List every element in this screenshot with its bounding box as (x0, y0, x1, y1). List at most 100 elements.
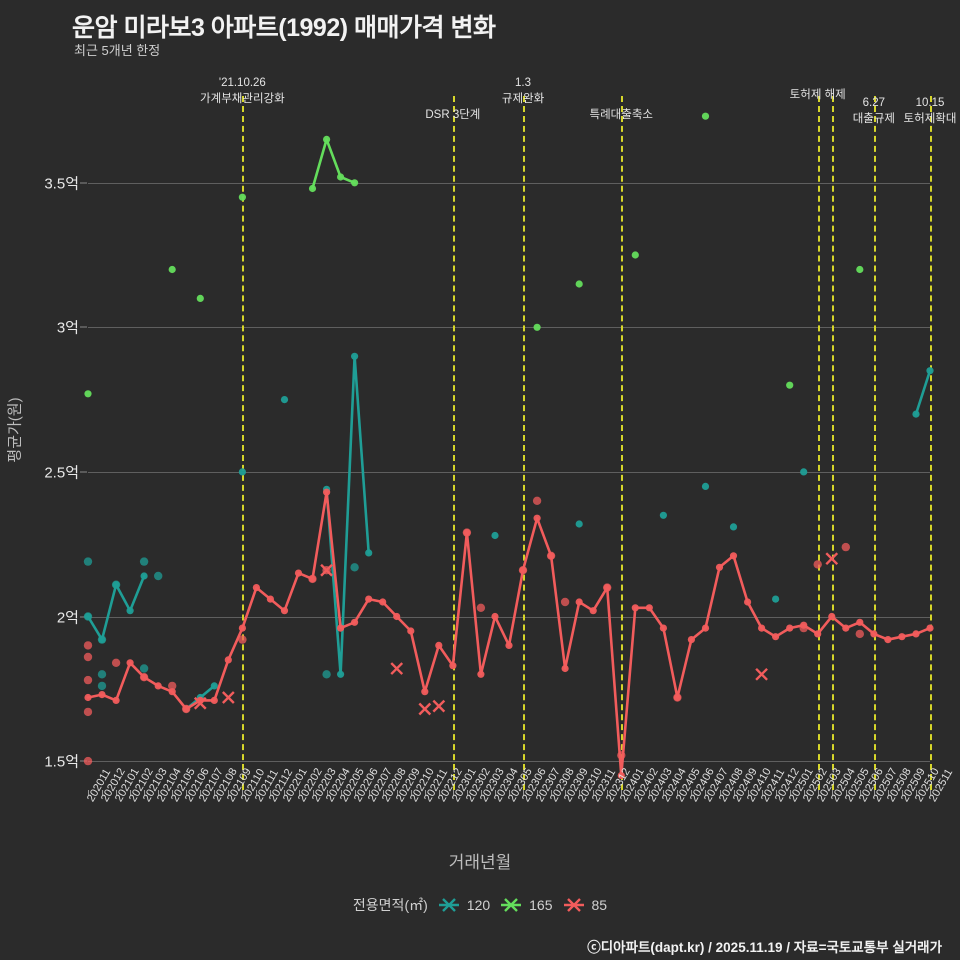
event-line (452, 96, 455, 790)
x-tick-mark (284, 790, 286, 795)
y-tick-mark (80, 471, 87, 473)
cancelled-trade-marker (193, 696, 207, 710)
y-tick-mark (80, 326, 87, 328)
x-tick-mark (803, 790, 805, 795)
x-tick-mark (424, 790, 426, 795)
data-point (701, 112, 710, 120)
data-point (589, 607, 597, 615)
y-tick-label: 2억 (56, 609, 79, 626)
data-point (898, 633, 906, 641)
data-point (772, 633, 780, 641)
data-point (687, 636, 696, 644)
x-tick-mark (705, 790, 707, 795)
scatter-point (532, 496, 542, 505)
data-point (84, 693, 92, 702)
event-line (873, 96, 876, 790)
data-point (407, 627, 415, 635)
x-tick-mark (719, 790, 721, 795)
x-tick-mark (144, 790, 146, 795)
x-tick-mark (691, 790, 693, 795)
x-tick-mark (102, 790, 104, 795)
x-tick-mark (438, 790, 440, 795)
legend-title: 전용면적(㎡) (352, 897, 428, 913)
y-tick-label: 2.5억 (44, 464, 79, 482)
cancelled-trade-marker (432, 699, 446, 713)
legend: 전용면적(㎡) 120 165 85 (0, 895, 960, 915)
x-tick-mark (130, 790, 132, 795)
x-tick-mark (789, 790, 791, 795)
data-point (659, 624, 668, 632)
x-tick-mark (298, 790, 300, 795)
x-tick-mark (635, 790, 637, 795)
data-point (238, 468, 246, 476)
cancelled-trade-marker (221, 691, 235, 704)
event-label: 토허제확대 (903, 112, 957, 125)
x-tick-mark (452, 790, 454, 795)
data-point (280, 396, 289, 404)
event-line (930, 96, 932, 790)
scatter-point (603, 583, 612, 592)
legend-item-165[interactable]: 165 (500, 896, 553, 914)
x-tick-mark (859, 790, 861, 795)
data-point (266, 595, 274, 603)
data-point (575, 520, 583, 528)
x-tick-mark (677, 790, 679, 795)
x-tick-mark (256, 790, 258, 795)
legend-item-85[interactable]: 85 (563, 896, 607, 914)
data-point (98, 691, 106, 699)
series-line (86, 490, 932, 777)
y-tick-label: 3억 (56, 319, 79, 337)
data-point (379, 598, 387, 606)
cancelled-trade-marker (755, 667, 768, 681)
y-tick-label: 3.5억 (44, 175, 79, 193)
data-point (224, 656, 232, 664)
y-axis-label: 평균가(원) (6, 397, 24, 463)
scatter-point (476, 603, 486, 612)
data-point (491, 612, 499, 621)
cancelled-trade-marker (390, 662, 404, 675)
legend-label: 165 (529, 897, 553, 913)
data-point (533, 323, 541, 331)
x-tick-mark (172, 790, 174, 795)
event-annotation: 토허제 해제 (790, 88, 846, 104)
x-tick-mark (551, 790, 553, 795)
x-tick-mark (326, 790, 328, 795)
scatter-point (154, 571, 163, 581)
plot-area: 1.5억 2억 2.5억 3억 3.5억 202011 202012 202101 20210… (44, 96, 955, 804)
event-annotation: '21.10.26 가계부채관리강화 (200, 76, 285, 107)
data-point (196, 294, 204, 302)
footer-credit: ⓒ디아파트(dapt.kr) / 2025.11.19 / 자료=국토교통부 실… (587, 940, 942, 955)
scatter-point (673, 693, 682, 702)
x-tick-mark (396, 790, 398, 795)
series-layer (83, 112, 934, 780)
data-point (168, 688, 176, 696)
series-line (325, 354, 371, 676)
data-point (210, 682, 218, 690)
data-point (140, 572, 148, 580)
x-tick-mark (733, 790, 735, 795)
series-165 (84, 112, 864, 398)
scatter-point (182, 704, 191, 714)
scatter-point (97, 635, 107, 644)
x-tick-mark (88, 790, 89, 795)
x-tick-mark (186, 790, 188, 795)
x-tick-mark (270, 790, 272, 795)
x-tick-mark (242, 790, 244, 795)
data-point (351, 618, 359, 626)
data-point (701, 624, 710, 632)
data-point (351, 352, 359, 360)
data-point (786, 624, 794, 632)
data-point (631, 604, 639, 612)
legend-item-120[interactable]: 120 (438, 896, 490, 914)
scatter-point (83, 557, 93, 566)
data-point (238, 624, 246, 632)
data-point (786, 381, 794, 389)
event-label: 가계부채관리강화 (200, 92, 285, 105)
scatter-point (83, 675, 93, 685)
data-point (168, 265, 176, 274)
series-85 (84, 488, 934, 780)
event-annotation: 6.27 대출규제 (853, 96, 895, 127)
gridline (88, 471, 930, 473)
data-point (491, 531, 499, 540)
event-annotation: 1.3 규제완화 (502, 76, 544, 107)
